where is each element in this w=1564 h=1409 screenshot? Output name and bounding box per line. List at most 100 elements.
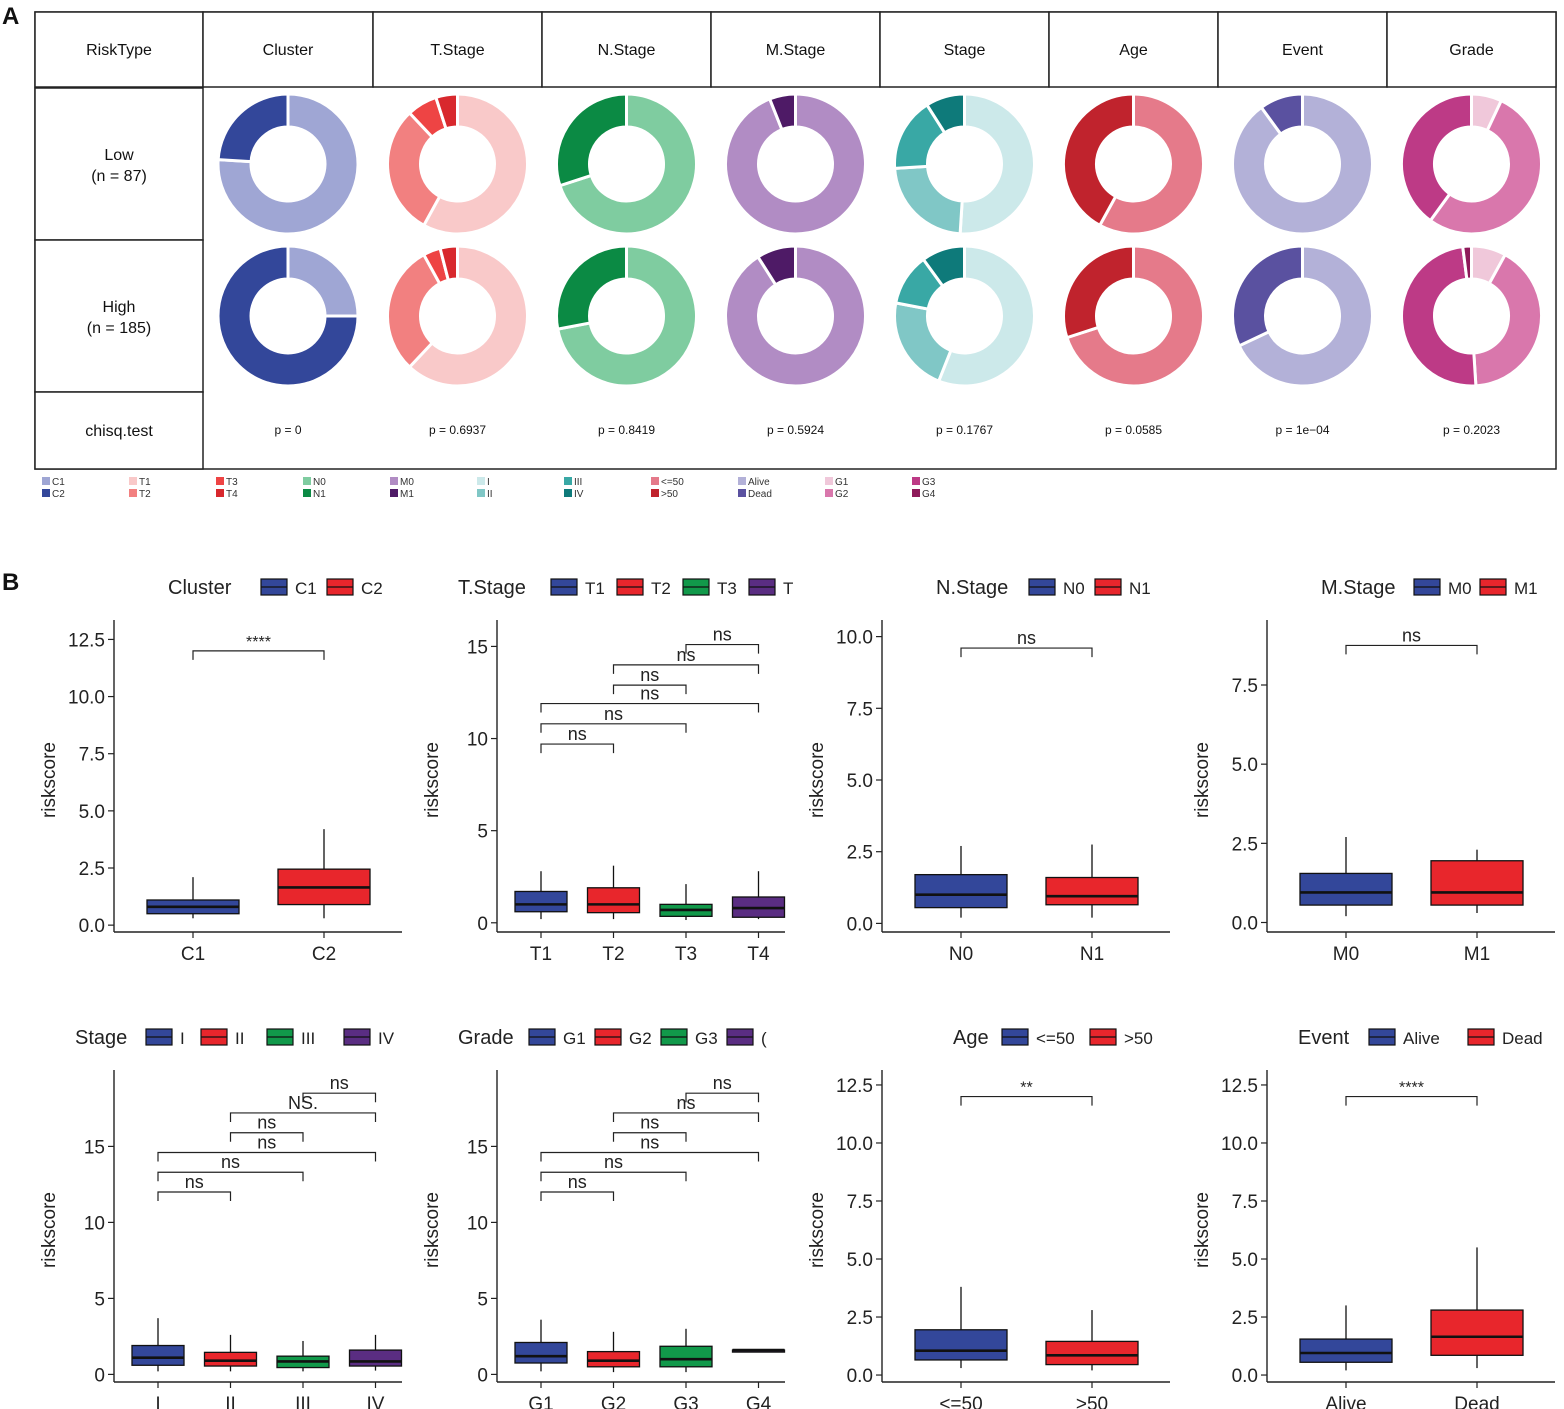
legend-label-50-7-1: >50: [661, 489, 678, 500]
comparison-bracket-0: [540, 1191, 615, 1201]
legend-title-event: Event: [1298, 1027, 1350, 1049]
comparison-bracket-0: [960, 647, 1093, 658]
comparison-bracket-5: [685, 1092, 760, 1103]
legend-label-t-stage-t: T: [783, 579, 793, 598]
legend-swatch-t2-1-1: [129, 489, 137, 497]
legend-label-m-stage-m0: M0: [1448, 579, 1472, 598]
legend-title-stage: Stage: [75, 1027, 127, 1049]
legend-label-grade-g1: G1: [563, 1029, 586, 1048]
legend-label-grade-g2: G2: [629, 1029, 652, 1048]
header-label-m-stage: M.Stage: [766, 42, 826, 59]
donut-slice-grade-high-g4: [1461, 244, 1473, 281]
legend-label-n-stage-n0: N0: [1063, 579, 1085, 598]
comparison-label-4: ns: [676, 1093, 695, 1113]
legend-swatch-50-7-1: [651, 489, 659, 497]
y-tick-label-4: 10.0: [68, 688, 105, 709]
donut-slice-age-high-50: [1065, 244, 1206, 388]
donut-slice-event-high-alive: [1237, 244, 1374, 388]
header-label-age: Age: [1119, 42, 1148, 59]
comparison-label-4: NS.: [288, 1093, 318, 1113]
y-tick-label-0: 0: [94, 1365, 105, 1386]
row-n-low: (n = 87): [91, 168, 147, 185]
comparison-label-0: ****: [246, 634, 271, 651]
header-label-t-stage: T.Stage: [430, 42, 484, 59]
comparison-bracket-3: [229, 1132, 304, 1142]
legend-label-stage-i: I: [180, 1029, 185, 1048]
legend-label-t4-2-1: T4: [226, 489, 238, 500]
y-tick-label-0: 0.0: [1232, 914, 1258, 935]
legend-title-t-stage: T.Stage: [458, 577, 526, 599]
legend-label-n1-3-1: N1: [313, 489, 326, 500]
box-g2: [586, 1350, 641, 1368]
box-g3: [659, 1345, 713, 1368]
legend-label-age-50: >50: [1124, 1029, 1153, 1048]
comparison-label-3: ns: [640, 1113, 659, 1133]
donut-slice-m-stage-high-m1: [755, 244, 797, 287]
y-tick-label-2: 5.0: [847, 1250, 873, 1271]
legend-label-n0-3-0: N0: [313, 477, 326, 488]
x-tick-label-t3: T3: [675, 944, 697, 965]
legend-label-event-dead: Dead: [1502, 1029, 1543, 1048]
y-tick-label-0: 0.0: [847, 914, 873, 935]
donut-slice-event-low-alive: [1231, 92, 1374, 236]
comparison-bracket-0: [1345, 1095, 1478, 1106]
donut-slice-age-low-50: [1097, 92, 1206, 236]
comparison-bracket-0: [1345, 644, 1478, 655]
donut-slice-cluster-high-c1: [286, 244, 360, 318]
y-tick-label-2: 10: [467, 730, 488, 751]
legend-label-i-5-0: I: [487, 477, 490, 488]
x-tick-label-t4: T4: [747, 944, 770, 965]
pvalue-t-stage: p = 0.6937: [429, 423, 486, 437]
y-tick-label-1: 2.5: [1232, 834, 1258, 855]
legend-swatch-iv-6-1: [564, 489, 572, 497]
y-axis-label: riskscore: [422, 742, 443, 818]
y-tick-label-1: 2.5: [847, 843, 873, 864]
legend-title-cluster: Cluster: [168, 577, 232, 599]
legend-swatch-50-7-0: [651, 477, 659, 485]
y-tick-label-4: 10.0: [836, 1134, 873, 1155]
legend-label-t-stage-t1: T1: [585, 579, 605, 598]
pvalue-n-stage: p = 0.8419: [598, 423, 655, 437]
legend-swatch-n1-3-1: [303, 489, 311, 497]
y-axis-label: riskscore: [807, 742, 828, 818]
legend-swatch-dead-8-1: [738, 489, 746, 497]
header-label-stage: Stage: [944, 42, 986, 59]
x-tick-label-m0: M0: [1333, 944, 1359, 965]
legend-label-grade-x: (: [761, 1029, 767, 1048]
pvalue-cluster: p = 0: [274, 423, 301, 437]
y-tick-label-0: 0.0: [79, 916, 105, 937]
donut-slice-stage-high-i: [936, 244, 1036, 388]
legend-label-m0-4-0: M0: [400, 477, 414, 488]
x-tick-label-g2: G2: [601, 1394, 626, 1409]
donut-slice-cluster-low-c2: [216, 92, 290, 164]
x-tick-label-g1: G1: [528, 1394, 553, 1409]
x-tick-label-i: I: [155, 1394, 160, 1409]
x-tick-label-50: <=50: [939, 1394, 982, 1409]
x-tick-label-iv: IV: [367, 1394, 385, 1409]
x-tick-label-t1: T1: [530, 944, 552, 965]
legend-label-alive-8-0: Alive: [748, 477, 770, 488]
y-axis-label: riskscore: [39, 1192, 60, 1268]
comparison-label-2: ns: [257, 1132, 276, 1152]
comparison-bracket-2: [157, 1151, 377, 1162]
box-iv: [348, 1349, 403, 1367]
legend-swatch-ii-5-1: [477, 489, 485, 497]
box-n1: [1045, 876, 1139, 906]
header-label-event: Event: [1282, 42, 1323, 59]
legend-title-n-stage: N.Stage: [936, 577, 1008, 599]
x-tick-label-n0: N0: [949, 944, 973, 965]
row-label-low: Low: [104, 147, 134, 164]
y-tick-label-0: 0: [477, 914, 488, 935]
comparison-bracket-5: [685, 643, 760, 654]
donut-slice-stage-high-ii: [893, 301, 953, 384]
legend-label-stage-iv: IV: [378, 1029, 395, 1048]
box-dead: [1430, 1309, 1524, 1356]
legend-label-c2-0-1: C2: [52, 489, 65, 500]
y-tick-label-5: 12.5: [68, 630, 105, 651]
comparison-label-5: ns: [713, 625, 732, 645]
x-tick-label-t2: T2: [602, 944, 624, 965]
y-tick-label-2: 5.0: [847, 771, 873, 792]
y-axis-label: riskscore: [807, 1192, 828, 1268]
y-tick-label-3: 7.5: [847, 1192, 873, 1213]
